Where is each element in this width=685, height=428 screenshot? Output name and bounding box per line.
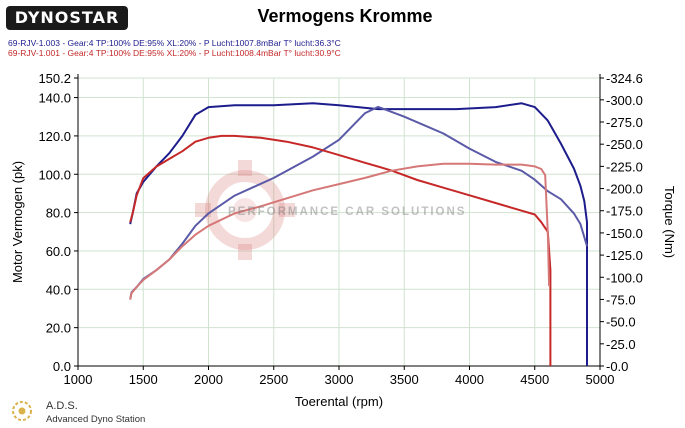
y2-tick-label: -100.0 xyxy=(606,270,643,285)
y2-tick-label: -200.0 xyxy=(606,182,643,197)
y-tick-label: 40.0 xyxy=(46,282,71,297)
axes xyxy=(74,74,604,370)
y-tick-label: 20.0 xyxy=(46,321,71,336)
x-tick-label: 4000 xyxy=(455,372,484,387)
series-line-4 xyxy=(129,162,551,300)
x-tick-label: 4500 xyxy=(520,372,549,387)
tick-labels: 1000 1500 2000 2500 3000 3500 4000 4500 5000 0.0 2… xyxy=(10,71,677,409)
y2-tick-label: -324.6 xyxy=(606,71,643,86)
watermark-text: PERFORMANCE CAR SOLUTIONS xyxy=(228,206,467,218)
x-tick-label: 5000 xyxy=(586,372,615,387)
ads-full-label: Advanced Dyno Station xyxy=(46,414,146,425)
y2-axis-label: Torque (Nm) xyxy=(662,186,677,258)
y2-tick-label: -75.0 xyxy=(606,292,636,307)
grid-lines xyxy=(77,77,601,367)
x-tick-label: 1500 xyxy=(129,372,158,387)
run-info-2: 69-RJV-1.001 - Gear:4 TP:100% DE:95% XL:… xyxy=(8,48,341,58)
y2-tick-label: -0.0 xyxy=(606,359,628,374)
x-axis-label: Toerental (rpm) xyxy=(295,394,383,409)
y2-tick-label: -250.0 xyxy=(606,137,643,152)
y2-tick-label: -25.0 xyxy=(606,337,636,352)
x-tick-label: 3500 xyxy=(390,372,419,387)
y-tick-label: 140.0 xyxy=(38,91,71,106)
y2-tick-label: -225.0 xyxy=(606,159,643,174)
y2-tick-label: -275.0 xyxy=(606,115,643,130)
series-line-3 xyxy=(129,134,552,366)
x-tick-label: 2000 xyxy=(194,372,223,387)
x-tick-label: 3000 xyxy=(325,372,354,387)
y-axis-label: Motor Vermogen (pk) xyxy=(10,161,25,283)
y-tick-label: 60.0 xyxy=(46,244,71,259)
ads-logo-icon xyxy=(12,401,32,421)
y2-tick-label: -150.0 xyxy=(606,226,643,241)
y-tick-label: 80.0 xyxy=(46,206,71,221)
y2-tick-label: -50.0 xyxy=(606,315,636,330)
y-tick-label: 0.0 xyxy=(53,359,71,374)
x-tick-label: 1000 xyxy=(64,372,93,387)
y-tick-label: 120.0 xyxy=(38,129,71,144)
ads-label: A.D.S. xyxy=(46,400,78,412)
y2-tick-label: -125.0 xyxy=(606,248,643,263)
x-tick-label: 2500 xyxy=(259,372,288,387)
run-info-1: 69-RJV-1.003 - Gear:4 TP:100% DE:95% XL:… xyxy=(8,38,341,48)
dynostar-logo: DYNOSTAR xyxy=(6,6,128,30)
series-line-1 xyxy=(129,102,588,366)
y2-tick-label: -300.0 xyxy=(606,93,643,108)
y2-tick-label: -175.0 xyxy=(606,204,643,219)
chart-title: Vermogens Kromme xyxy=(257,6,433,26)
series-group xyxy=(129,102,588,366)
y-tick-label: 150.2 xyxy=(38,71,71,86)
y-tick-label: 100.0 xyxy=(38,167,71,182)
